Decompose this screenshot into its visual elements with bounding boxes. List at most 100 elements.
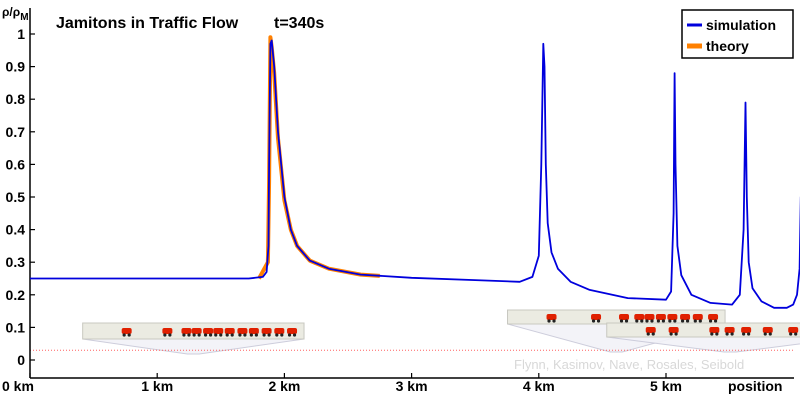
car-icon — [788, 327, 799, 333]
car-icon — [645, 327, 656, 333]
car-wheel — [287, 333, 292, 337]
car-wheel — [685, 319, 690, 323]
car-icon — [667, 314, 678, 320]
car-wheel — [747, 332, 751, 336]
car-icon — [274, 328, 285, 334]
car-icon — [741, 327, 752, 333]
car-wheel — [674, 332, 678, 336]
car-wheel — [713, 319, 718, 323]
car-wheel — [669, 332, 673, 336]
y-tick-label: 0.3 — [6, 254, 26, 270]
car-wheel — [768, 332, 772, 336]
y-axis-label-sub: M — [20, 12, 28, 23]
car-wheel — [197, 333, 201, 337]
car-wheel — [292, 333, 297, 337]
car-wheel — [596, 319, 601, 323]
car-icon — [762, 327, 773, 333]
chart-title: Jamitons in Traffic Flow — [56, 15, 239, 32]
x-ticks: 0 km 1 km 2 km 3 km 4 km 5 km — [2, 373, 682, 394]
car-wheel — [225, 333, 229, 337]
car-strip-road — [606, 322, 800, 338]
car-wheel — [693, 319, 697, 323]
car-wheel — [668, 319, 672, 323]
car-wheel — [552, 319, 556, 323]
y-axis-label: ρ/ρM — [2, 5, 29, 23]
car-wheel — [230, 333, 234, 337]
credit-text: Flynn, Kasimov, Nave, Rosales, Seibold — [514, 357, 744, 372]
car-wheel — [280, 333, 284, 337]
car-icon — [644, 314, 655, 320]
car-strips — [82, 309, 800, 355]
car-wheel — [640, 319, 644, 323]
car-wheel — [267, 333, 271, 337]
car-wheel — [214, 333, 218, 337]
car-wheel — [122, 333, 126, 337]
car-icon — [709, 327, 720, 333]
car-icon — [619, 314, 630, 320]
x-tick-label: 0 km — [2, 378, 34, 394]
car-wheel — [192, 333, 196, 337]
car-wheel — [249, 333, 253, 337]
car-wheel — [645, 319, 649, 323]
car-wheel — [168, 333, 172, 337]
y-tick-label: 0.1 — [6, 319, 26, 335]
car-wheel — [646, 332, 650, 336]
y-tick-label: 0.8 — [6, 91, 26, 107]
car-wheel — [624, 319, 629, 323]
legend-box — [681, 9, 794, 59]
car-wheel — [763, 332, 767, 336]
car-wheel — [219, 333, 223, 337]
car-wheel — [243, 333, 247, 337]
x-tick-label: 2 km — [268, 378, 300, 394]
car-wheel — [661, 319, 666, 323]
car-wheel — [238, 333, 242, 337]
y-tick-label: 1 — [17, 26, 25, 42]
time-label: t=340s — [274, 15, 324, 32]
car-wheel — [710, 332, 714, 336]
car-wheel — [725, 332, 729, 336]
x-tick-label: 4 km — [523, 378, 555, 394]
y-tick-label: 0.4 — [6, 222, 26, 238]
car-wheel — [650, 319, 654, 323]
car-icon — [724, 327, 735, 333]
x-tick-label: 1 km — [141, 378, 173, 394]
car-icon — [191, 328, 202, 334]
x-tick-label: 3 km — [396, 378, 428, 394]
car-icon — [224, 328, 235, 334]
car-icon — [203, 328, 214, 334]
car-icon — [287, 328, 298, 334]
car-wheel — [547, 319, 551, 323]
y-tick-label: 0.7 — [6, 124, 26, 140]
car-wheel — [619, 319, 624, 323]
x-axis-label: position — [728, 378, 782, 394]
car-wheel — [730, 332, 734, 336]
car-icon — [261, 328, 272, 334]
legend-theory-label: theory — [706, 38, 749, 54]
car-icon — [680, 314, 691, 320]
car-icon — [591, 314, 602, 320]
legend: simulation theory — [681, 9, 794, 59]
car-wheel — [656, 319, 661, 323]
car-wheel — [680, 319, 685, 323]
car-wheel — [163, 333, 167, 337]
y-axis-label-main: ρ/ρ — [2, 5, 20, 19]
car-wheel — [127, 333, 131, 337]
series-simulation-line — [30, 39, 800, 309]
svg-text:ρ/ρM: ρ/ρM — [2, 5, 29, 23]
car-icon — [121, 328, 132, 334]
car-icon — [181, 328, 192, 334]
y-tick-label: 0.6 — [6, 156, 26, 172]
car-wheel — [651, 332, 655, 336]
car-wheel — [182, 333, 186, 337]
car-icon — [668, 327, 679, 333]
y-tick-label: 0 — [17, 352, 25, 368]
y-tick-label: 0.5 — [6, 189, 26, 205]
car-icon — [692, 314, 703, 320]
car-wheel — [635, 319, 639, 323]
car-wheel — [208, 333, 213, 337]
car-wheel — [591, 319, 596, 323]
car-wheel — [275, 333, 279, 337]
car-wheel — [673, 319, 677, 323]
car-icon — [237, 328, 248, 334]
